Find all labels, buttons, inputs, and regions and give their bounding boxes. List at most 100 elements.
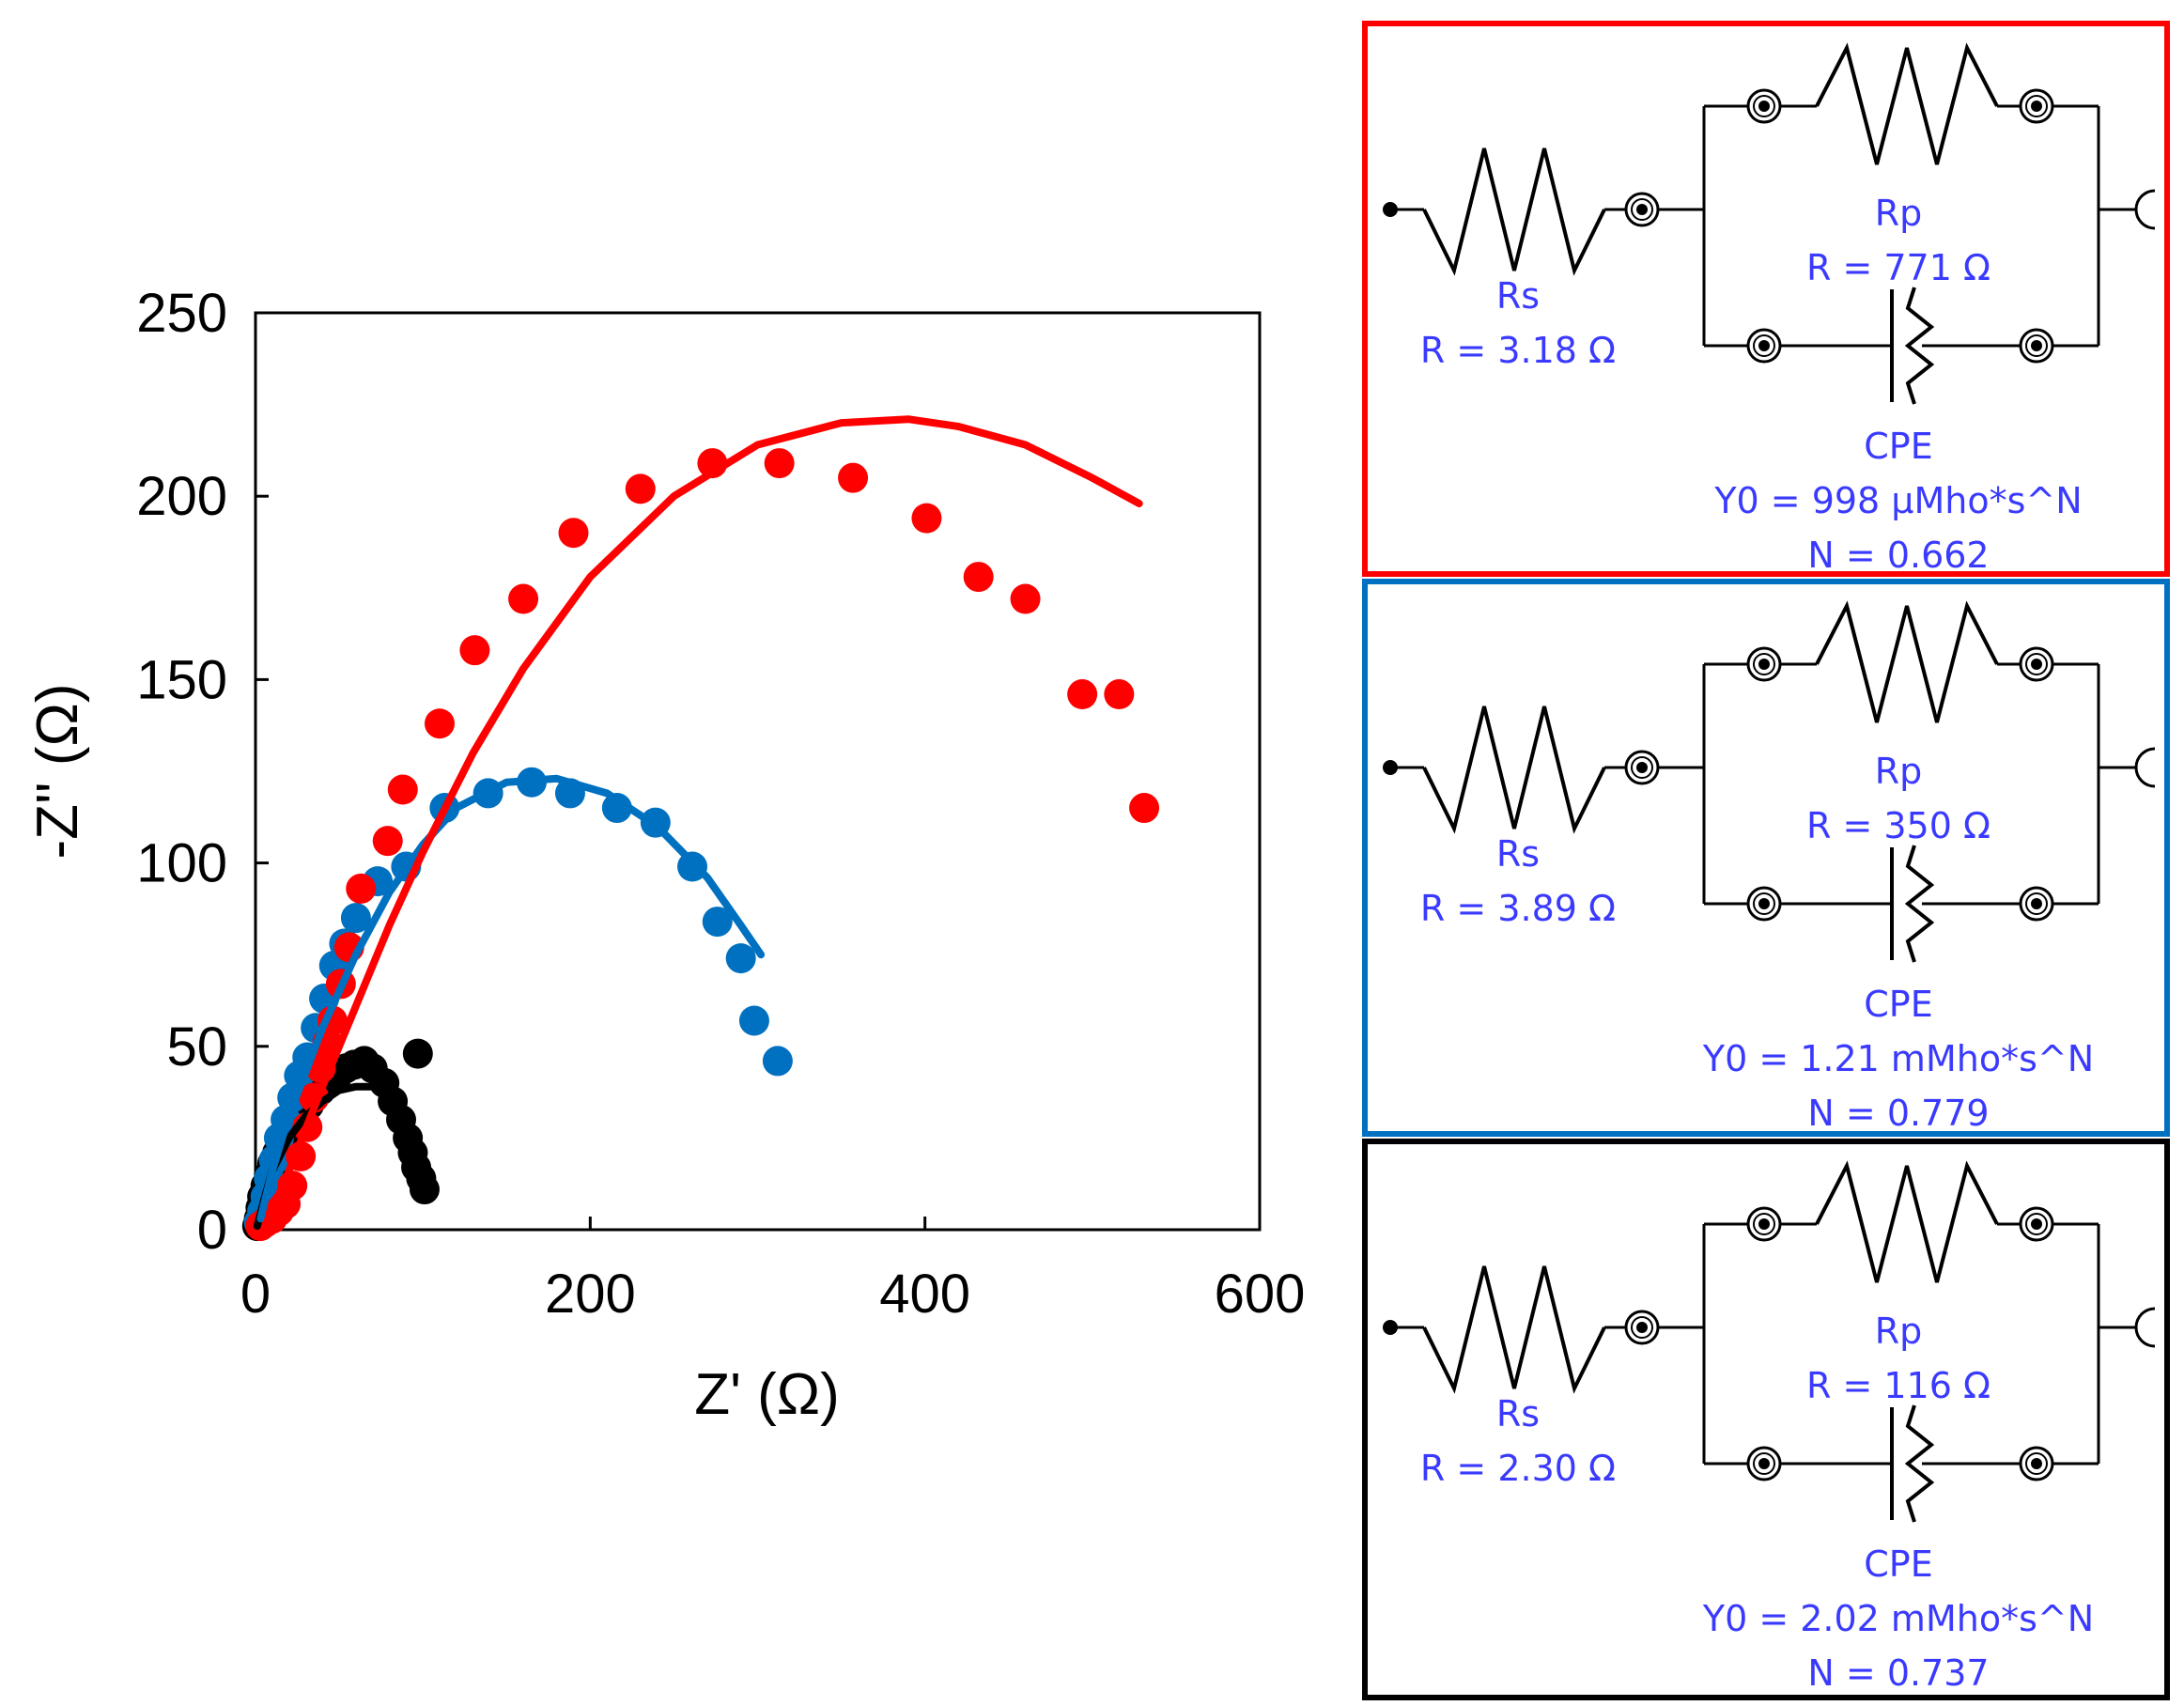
rp-value-label: R = 350 Ω [1806,805,1990,846]
chart-plot-area: 0 50 100 150 200 250 0 200 400 600 Z' (Ω) -Z'' (Ω) [25,283,1305,1427]
cpe-name-label: CPE [1864,426,1932,467]
x-tick-label: 200 [545,1264,636,1325]
rs-resistor-symbol [1422,1265,1606,1394]
data-point-red [911,503,942,534]
rp-value-label: R = 771 Ω [1806,247,1990,288]
rp-resistor-symbol [1815,1160,1999,1283]
data-point-red [459,635,490,666]
output-terminal [2134,1307,2156,1348]
circuit-diagram: Rs R = 3.89 Ω Rp R = 350 Ω CPE Y0 = 1.21 mMho… [1383,600,2156,1131]
rs-name-label: Rs [1496,275,1540,317]
rp-terminal-left-dot [1758,659,1770,670]
y-tick-label: 50 [166,1016,227,1078]
rs-value-label: R = 2.30 Ω [1420,1448,1616,1489]
cpe-terminal-left-ring [1753,892,1775,915]
rp-value-label: R = 116 Ω [1806,1365,1990,1406]
data-point-black [402,1038,433,1069]
rs-terminal-dot [1636,762,1648,773]
rs-name-label: Rs [1496,833,1540,875]
rp-terminal-left-dot [1758,1218,1770,1230]
circuit-panel-blue: Rs R = 3.89 Ω Rp R = 350 Ω CPE Y0 = 1.21 mMho… [1362,579,2170,1137]
data-point-red [1067,679,1098,710]
cpe-terminal-right-ring [2025,892,2048,915]
cpe-terminal-right-dot [2031,1458,2042,1469]
cpe-name-label: CPE [1864,984,1932,1025]
x-tick-label: 0 [240,1264,271,1325]
circuit-panel-black: Rs R = 2.30 Ω Rp R = 116 Ω CPE Y0 = 2.02 mMho… [1362,1139,2170,1700]
output-terminal [2134,747,2156,788]
cpe-terminal-left-dot [1758,340,1770,351]
y-tick-label: 100 [136,833,227,894]
cpe-terminal-right-ring [2025,1452,2048,1475]
rs-terminal-ring [1631,1316,1653,1339]
data-point-blue [702,907,733,938]
x-axis-title: Z' (Ω) [694,1362,840,1427]
rp-terminal-right-dot [2031,659,2042,670]
data-point-red [372,826,403,857]
rs-terminal-dot [1636,1322,1648,1333]
data-point-red [424,708,455,739]
rs-value-label: R = 3.89 Ω [1420,888,1616,929]
rp-terminal-right-dot [2031,1218,2042,1230]
fit-line-red [265,415,1143,1223]
data-point-blue [725,943,756,974]
circuit-diagram: Rs R = 3.18 Ω Rp R = 771 Ω CPE Y0 = 998 µMho*… [1383,42,2156,571]
data-point-red [838,462,869,493]
data-point-blue [762,1046,793,1077]
cpe-terminal-right-ring [2025,334,2048,357]
data-point-blue [738,1005,769,1036]
circuit-diagram: Rs R = 2.30 Ω Rp R = 116 Ω CPE Y0 = 2.02 mMho… [1383,1160,2156,1694]
rs-terminal-dot [1636,204,1648,215]
cpe-n-label: N = 0.779 [1807,1093,1989,1131]
data-point-red [508,583,539,614]
cpe-terminal-left-dot [1758,898,1770,909]
output-terminal [2134,189,2156,230]
y-tick-label: 200 [136,466,227,527]
rp-terminal-right-ring [2025,95,2048,117]
data-point-red [963,562,994,593]
rp-terminal-left-ring [1753,1213,1775,1235]
rs-resistor-symbol [1422,706,1606,834]
plot-frame [254,311,1262,1232]
nyquist-chart: 0 50 100 150 200 250 0 200 400 600 Z' (Ω) -Z'' (Ω) [25,283,1305,1427]
data-point-red [1010,583,1041,614]
rs-terminal-ring [1631,756,1653,779]
cpe-element-symbol [1904,845,1935,963]
cpe-n-label: N = 0.662 [1807,535,1989,571]
cpe-n-label: N = 0.737 [1807,1652,1989,1694]
cpe-y0-label: Y0 = 1.21 mMho*s^N [1702,1038,2094,1079]
cpe-element-symbol [1904,287,1935,405]
y-tick-label: 250 [136,283,227,344]
x-tick-label: 600 [1215,1264,1306,1325]
rp-name-label: Rp [1875,751,1923,792]
fit-line-blue [256,774,766,1223]
rp-terminal-right-ring [2025,653,2048,675]
cpe-terminal-left-dot [1758,1458,1770,1469]
data-point-black [409,1174,440,1205]
cpe-y0-label: Y0 = 2.02 mMho*s^N [1702,1598,2094,1639]
circuit-panel-red: Rs R = 3.18 Ω Rp R = 771 Ω CPE Y0 = 998 µMho*… [1362,21,2170,577]
x-tick-label: 400 [879,1264,970,1325]
data-point-red [625,473,656,504]
rp-name-label: Rp [1875,193,1923,234]
rs-resistor-symbol [1422,147,1606,276]
data-point-red [346,873,377,904]
rp-name-label: Rp [1875,1311,1923,1352]
cpe-terminal-left-ring [1753,1452,1775,1475]
data-point-red [764,448,795,479]
rp-terminal-left-dot [1758,101,1770,112]
y-axis-title: -Z'' (Ω) [25,683,90,859]
y-tick-label: 150 [136,649,227,710]
y-tick-label: 0 [197,1200,227,1261]
data-point-red [387,774,418,805]
rs-name-label: Rs [1496,1393,1540,1435]
cpe-element-symbol [1904,1404,1935,1523]
rp-resistor-symbol [1815,600,1999,723]
rs-value-label: R = 3.18 Ω [1420,330,1616,371]
rp-terminal-left-ring [1753,653,1775,675]
rp-resistor-symbol [1815,42,1999,165]
rp-terminal-left-ring [1753,95,1775,117]
cpe-terminal-right-dot [2031,898,2042,909]
data-point-blue [340,903,371,934]
data-point-red [1129,793,1160,824]
